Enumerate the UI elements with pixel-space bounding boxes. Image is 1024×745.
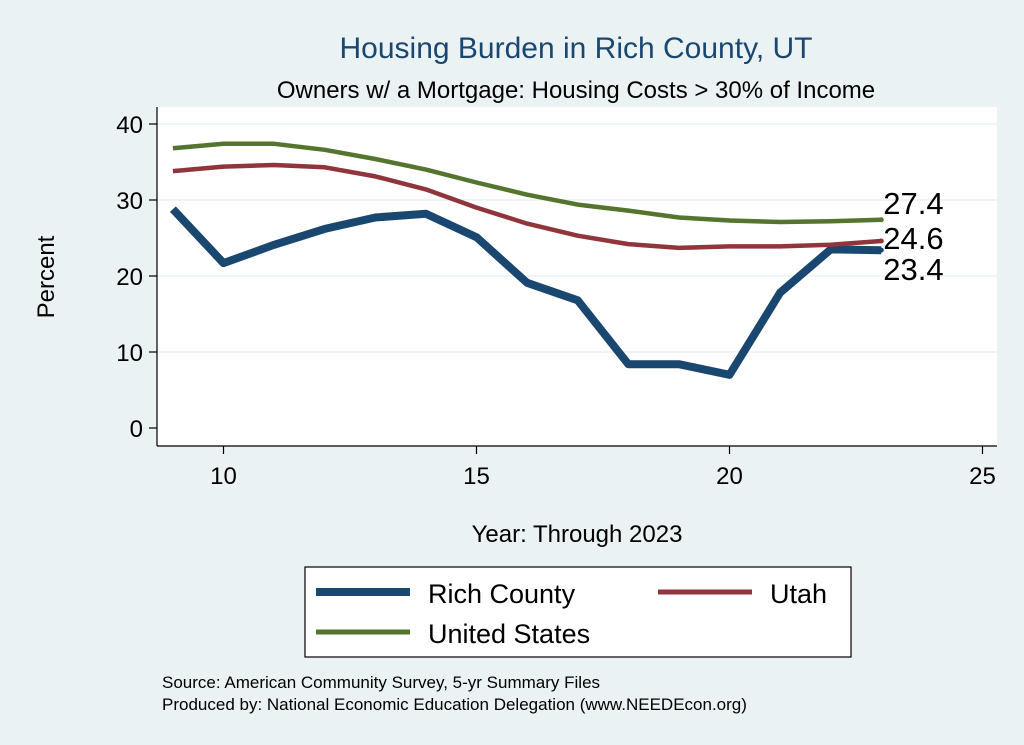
- producer-note: Produced by: National Economic Education…: [162, 695, 747, 714]
- y-tick-label-0: 0: [130, 416, 143, 443]
- x-axis-title: Year: Through 2023: [472, 521, 683, 548]
- series-line-utah: [172, 162, 882, 251]
- y-tick-label-40: 40: [116, 112, 143, 139]
- y-tick-label-30: 30: [116, 188, 143, 215]
- chart-subtitle: Owners w/ a Mortgage: Housing Costs > 30…: [277, 77, 875, 104]
- end-labels: 23.424.627.4: [878, 186, 944, 287]
- series-line-united-states: [172, 141, 882, 225]
- end-marker-united-states: [878, 217, 884, 223]
- legend-label-utah: Utah: [770, 579, 827, 609]
- source-note: Source: American Community Survey, 5-yr …: [162, 673, 600, 692]
- x-tick-label-25: 25: [969, 463, 996, 490]
- y-axis-title: Percent: [33, 235, 60, 318]
- y-ticks: 0 10 20 30 40: [116, 112, 157, 443]
- end-label-utah: 24.6: [883, 221, 943, 256]
- end-marker-rich-county: [878, 247, 884, 253]
- x-ticks: 10 15 20 25: [210, 446, 996, 490]
- end-marker-utah: [878, 238, 884, 244]
- legend-label-rich-county: Rich County: [428, 579, 576, 609]
- legend: Rich County Utah United States: [304, 566, 852, 658]
- legend-box: [304, 566, 852, 658]
- x-tick-label-20: 20: [716, 463, 743, 490]
- series-lines: [169, 141, 882, 379]
- x-tick-label-10: 10: [210, 463, 237, 490]
- y-tick-label-20: 20: [116, 264, 143, 291]
- chart-title: Housing Burden in Rich County, UT: [340, 32, 813, 65]
- gridlines: [157, 123, 997, 353]
- end-label-rich-county: 23.4: [883, 252, 943, 287]
- series-line-rich-county: [169, 206, 882, 379]
- end-label-united-states: 27.4: [883, 186, 943, 221]
- y-tick-label-10: 10: [116, 340, 143, 367]
- legend-label-united-states: United States: [428, 619, 590, 649]
- x-tick-label-15: 15: [463, 463, 490, 490]
